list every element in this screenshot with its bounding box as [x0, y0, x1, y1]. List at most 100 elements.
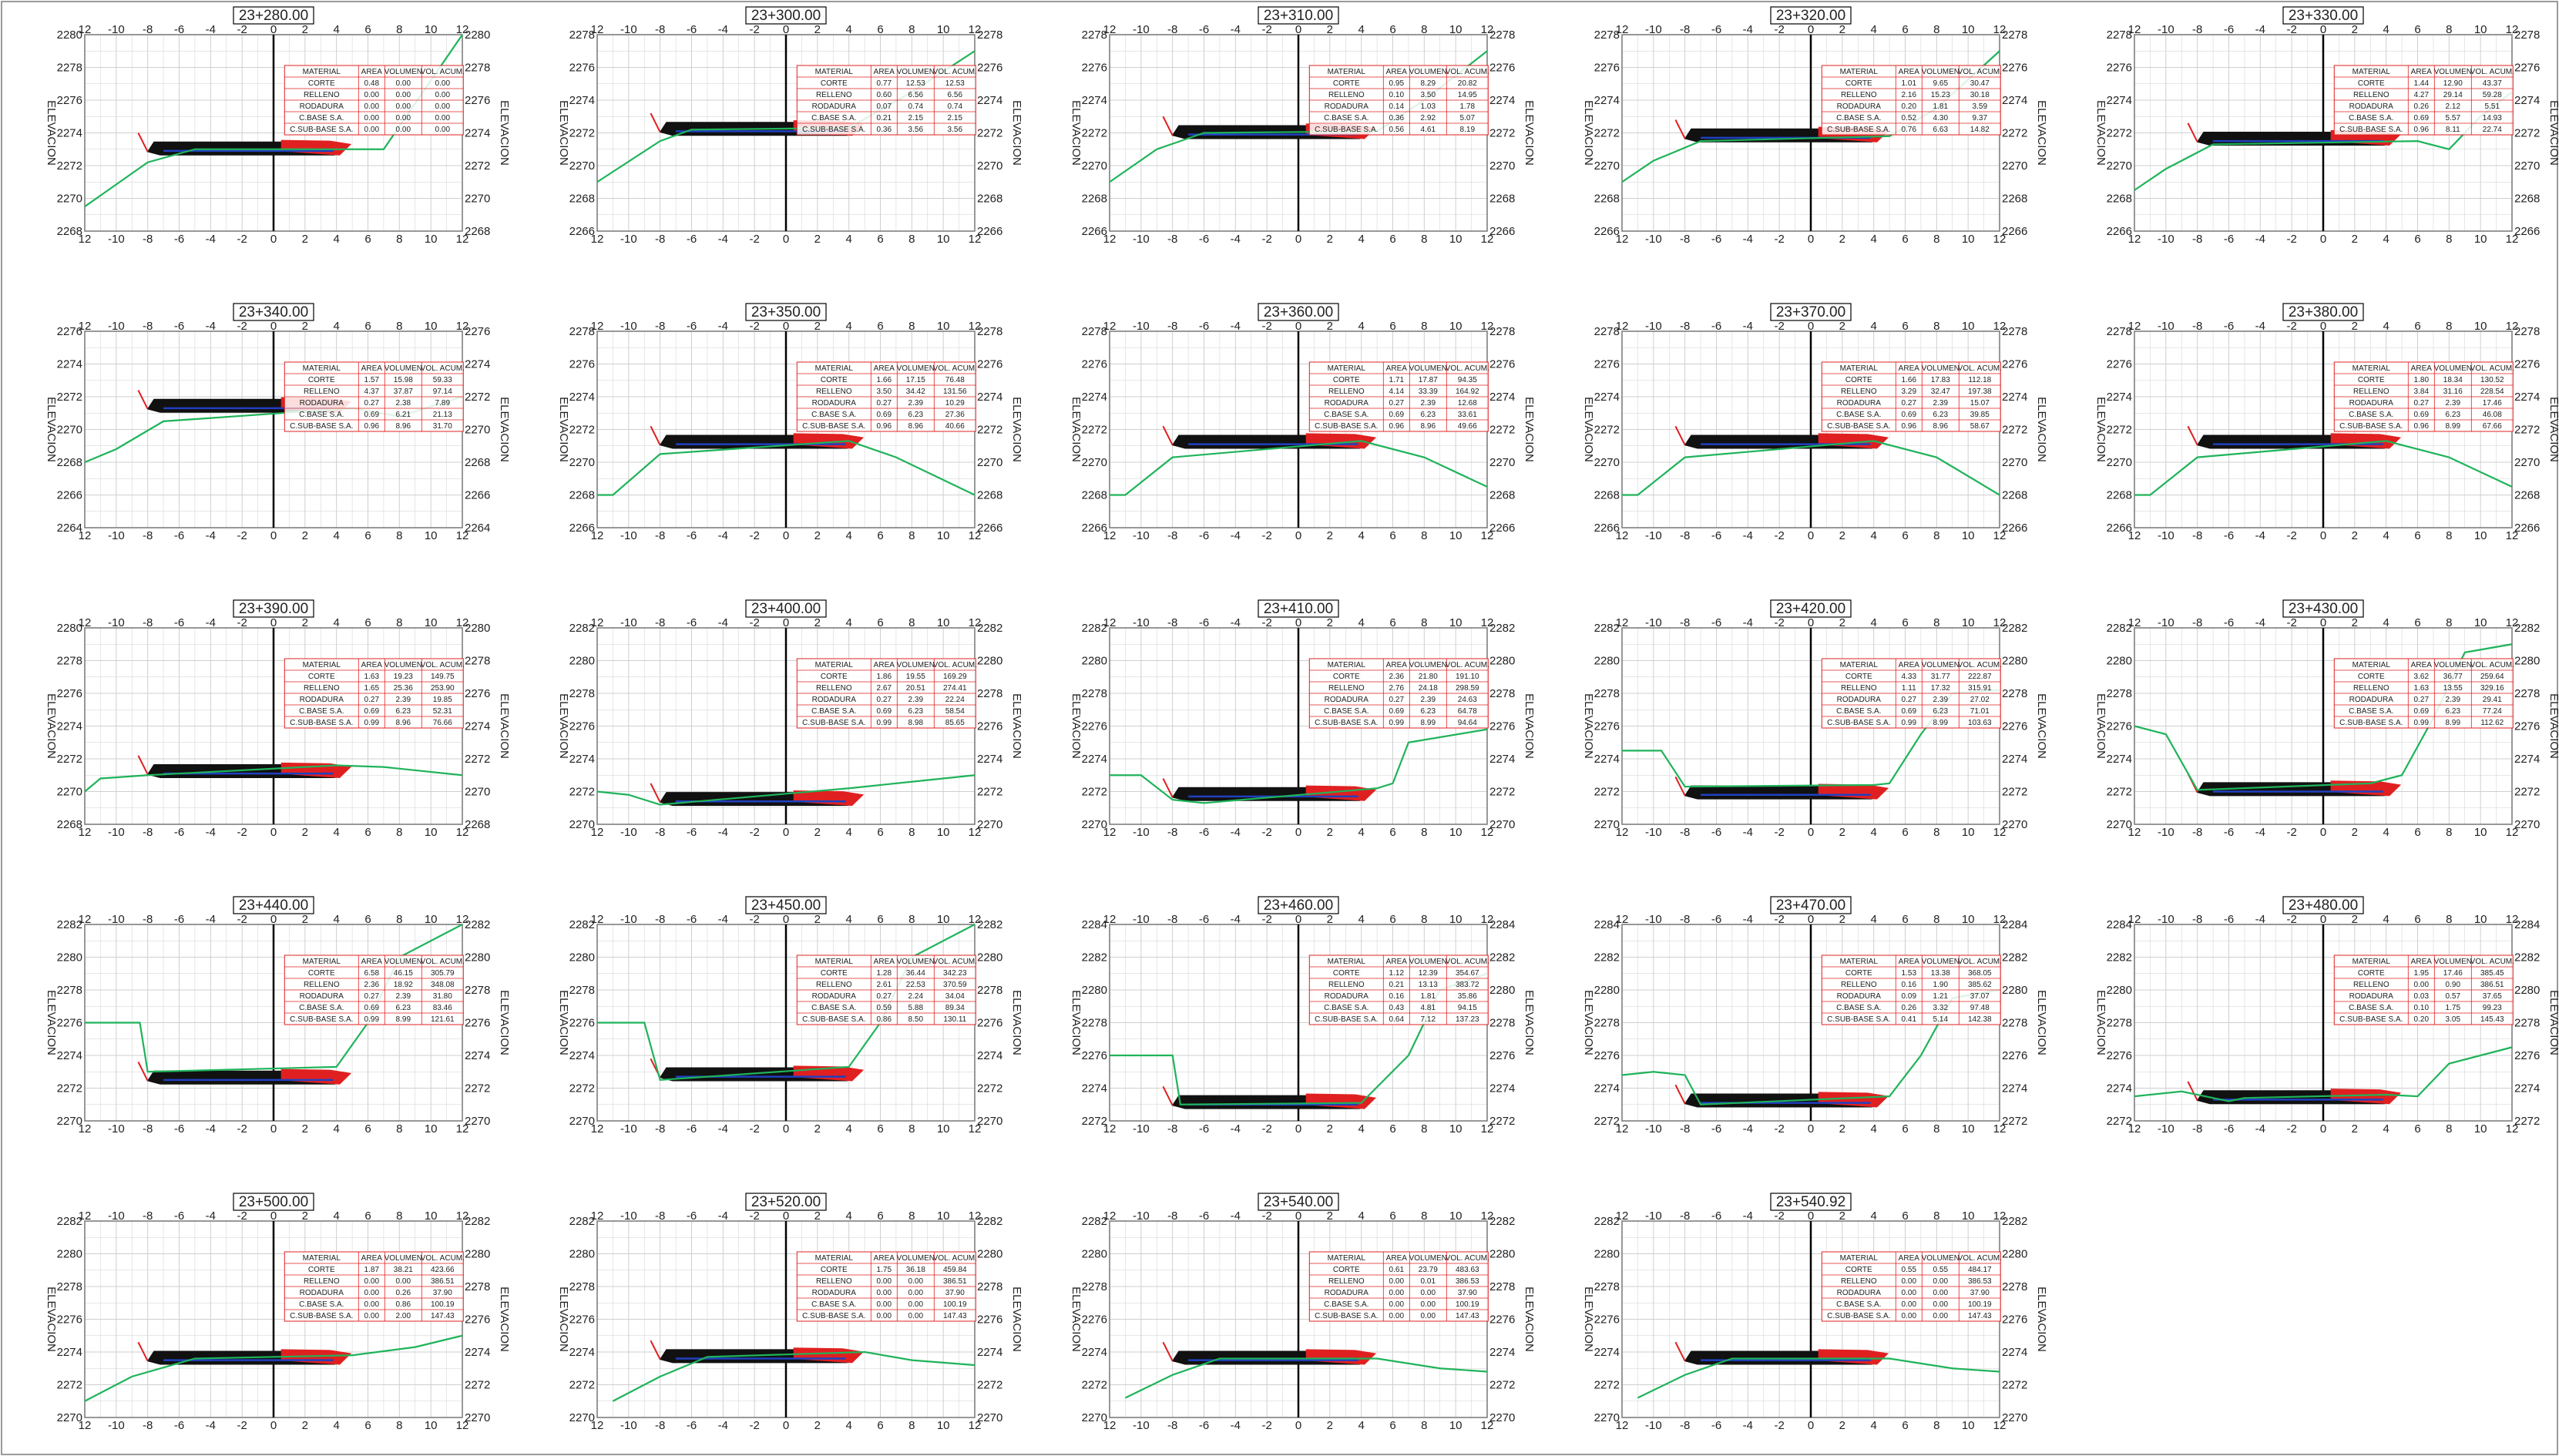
x-tick-label-bottom: 4 [2383, 529, 2389, 542]
table-value-cell: 3.29 [1902, 387, 1917, 396]
x-tick-label-top: 12 [591, 616, 604, 629]
table-header-cell: AREA [1899, 958, 1920, 966]
table-value-cell: 17.32 [1931, 684, 1950, 693]
y-tick-label-left: 2270 [57, 1115, 82, 1128]
table-material-cell: RODADURA [812, 399, 857, 408]
table-value-cell: 20.51 [906, 684, 925, 693]
x-tick-label-bottom: 6 [877, 826, 883, 839]
y-tick-label-right: 2274 [2002, 1346, 2027, 1359]
x-tick-label-top: -8 [143, 616, 153, 629]
table-value-cell: 37.90 [433, 1289, 452, 1297]
x-tick-label-bottom: 12 [1103, 826, 1117, 839]
x-tick-label-top: -8 [2192, 320, 2202, 333]
x-tick-label-bottom: 12 [969, 1419, 982, 1432]
table-value-cell: 30.47 [1970, 79, 1990, 88]
y-tick-label-right: 2274 [977, 753, 1002, 766]
y-tick-label-left: 2272 [1594, 786, 1620, 799]
x-tick-label-bottom: 4 [845, 1419, 851, 1432]
table-value-cell: 12.53 [945, 79, 965, 88]
y-tick-label-right: 2282 [1489, 622, 1515, 635]
x-tick-label-bottom: 4 [2383, 826, 2389, 839]
y-tick-label-left: 2282 [1594, 951, 1620, 965]
x-tick-label-top: 2 [302, 23, 308, 36]
side-slope-left [1162, 1341, 1174, 1362]
x-tick-label-top: 6 [2414, 320, 2420, 333]
table-value-cell: 8.96 [396, 719, 411, 727]
elevation-axis-label-right: ELEVACION [2035, 693, 2048, 759]
table-value-cell: 0.99 [2414, 719, 2430, 727]
table-value-cell: 112.62 [2480, 719, 2504, 727]
x-tick-label-top: 12 [1103, 1209, 1117, 1223]
table-value-cell: 147.43 [943, 1312, 967, 1320]
table-value-cell: 2.39 [2446, 399, 2461, 408]
table-value-cell: 354.67 [1456, 969, 1479, 978]
y-tick-label-right: 2274 [1489, 1082, 1515, 1095]
table-value-cell: 39.85 [1970, 411, 1990, 419]
y-tick-label-left: 2270 [1082, 818, 1107, 831]
elevation-axis-label-right: ELEVACION [498, 990, 511, 1055]
x-tick-label-top: 8 [908, 320, 915, 333]
x-tick-label-bottom: 8 [908, 826, 915, 839]
x-tick-label-bottom: 8 [2446, 233, 2452, 246]
table-value-cell: 0.01 [1421, 1277, 1436, 1286]
x-tick-label-top: 2 [2352, 320, 2358, 333]
table-value-cell: 94.35 [1458, 376, 1477, 384]
table-material-cell: C.BASE S.A. [811, 114, 856, 122]
elevation-axis-label-left: ELEVACION [557, 397, 570, 462]
table-value-cell: 0.00 [1933, 1300, 1949, 1309]
x-tick-label-top: 0 [1808, 320, 1814, 333]
x-tick-label-bottom: 0 [783, 1419, 789, 1432]
x-tick-label-top: 4 [1870, 1209, 1876, 1223]
y-tick-label-right: 2274 [2514, 753, 2540, 766]
table-header-cell: VOLUMEN [2434, 364, 2472, 373]
x-tick-label-bottom: -10 [620, 826, 637, 839]
elevation-axis-label-left: ELEVACION [1582, 100, 1595, 166]
y-tick-label-left: 2278 [2107, 29, 2132, 42]
x-tick-label-bottom: -4 [1231, 1419, 1241, 1432]
x-tick-label-top: 6 [1902, 23, 1908, 36]
table-value-cell: 1.28 [877, 969, 892, 978]
table-value-cell: 27.36 [945, 411, 965, 419]
x-tick-label-bottom: 6 [2414, 233, 2420, 246]
x-tick-label-bottom: 6 [1389, 1122, 1395, 1136]
elevation-axis-label-left: ELEVACION [2094, 100, 2107, 166]
x-tick-label-top: -2 [2286, 913, 2296, 926]
x-tick-label-top: 8 [2446, 320, 2452, 333]
x-tick-label-top: 8 [1421, 913, 1427, 926]
elevation-axis-label-right: ELEVACION [498, 693, 511, 759]
y-tick-label-left: 2280 [57, 29, 82, 42]
x-tick-label-top: 10 [1449, 320, 1463, 333]
x-tick-label-top: -6 [687, 1209, 697, 1223]
x-tick-label-bottom: 12 [1616, 233, 1629, 246]
table-value-cell: 21.80 [1419, 673, 1438, 681]
table-value-cell: 19.23 [394, 673, 413, 681]
x-tick-label-bottom: -6 [687, 529, 697, 542]
y-tick-label-left: 2278 [1594, 1280, 1620, 1293]
x-tick-label-top: -8 [143, 320, 153, 333]
station-title-box [2282, 303, 2364, 321]
table-value-cell: 0.69 [1902, 707, 1917, 716]
y-tick-label-left: 2272 [1594, 424, 1620, 437]
x-tick-label-top: 4 [1358, 1209, 1364, 1223]
table-value-cell: 6.23 [1933, 411, 1949, 419]
x-tick-label-top: 0 [270, 616, 277, 629]
table-value-cell: 131.56 [943, 387, 967, 396]
table-header-cell: VOL. ACUM. [1958, 1254, 2002, 1263]
cross-section-panel: 23+330.001212-10-10-8-8-6-6-4-4-2-200224… [2094, 6, 2559, 246]
x-tick-label-bottom: 0 [1295, 529, 1301, 542]
x-tick-label-bottom: -4 [2255, 1122, 2265, 1136]
table-material-cell: RELLENO [1328, 387, 1365, 396]
y-tick-label-right: 2266 [2514, 225, 2540, 238]
y-tick-label-right: 2280 [1489, 1248, 1515, 1261]
y-tick-label-left: 2282 [569, 918, 595, 931]
elevation-axis-label-left: ELEVACION [45, 397, 58, 462]
table-value-cell: 1.86 [877, 673, 892, 681]
y-tick-label-left: 2270 [1594, 456, 1620, 469]
table-value-cell: 85.65 [945, 719, 965, 727]
table-material-cell: RELLENO [2353, 387, 2389, 396]
table-value-cell: 0.69 [1389, 411, 1405, 419]
